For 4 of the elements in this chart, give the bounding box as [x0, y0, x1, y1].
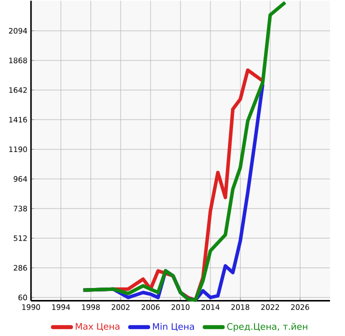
line-series [82, 0, 287, 302]
legend-label: Max Цена [76, 323, 120, 332]
legend-label: Сред.Цена, т.йен [227, 323, 308, 332]
legend-label: Min Цена [153, 323, 194, 332]
